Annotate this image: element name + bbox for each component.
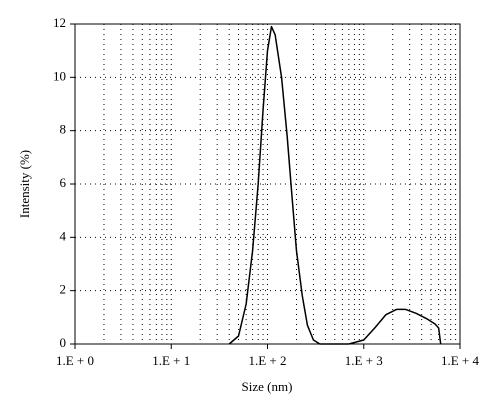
data-line [228, 25, 442, 345]
x-tick-label: 1.E + 1 [152, 353, 190, 368]
x-tick-label: 1.E + 4 [441, 353, 480, 368]
y-tick-label: 8 [60, 122, 67, 137]
x-tick-label: 1.E + 3 [345, 353, 383, 368]
y-tick-label: 12 [53, 15, 66, 30]
y-axis-label: Intensity (%) [17, 150, 32, 218]
x-tick-label: 1.E + 0 [56, 353, 94, 368]
y-tick-label: 6 [60, 175, 67, 190]
y-tick-label: 0 [60, 335, 67, 350]
y-tick-label: 4 [60, 228, 67, 243]
plot-frame [74, 23, 461, 345]
x-axis-label: Size (nm) [242, 379, 293, 394]
y-tick-label: 2 [60, 282, 67, 297]
y-tick-label: 10 [53, 68, 66, 83]
x-tick-label: 1.E + 2 [248, 353, 286, 368]
